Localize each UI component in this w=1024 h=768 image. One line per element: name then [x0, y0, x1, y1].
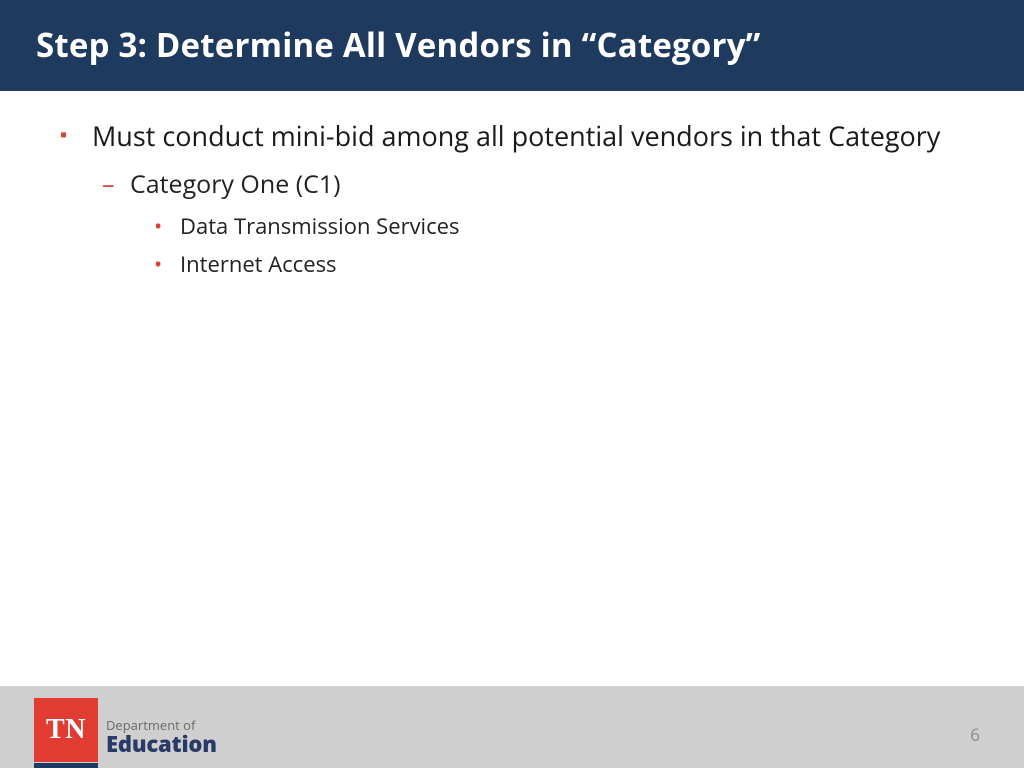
bullet-level3-item: Data Transmission Services	[154, 211, 964, 243]
bullet-level3-item: Internet Access	[154, 249, 964, 281]
tn-logo-underline	[34, 763, 98, 768]
bullet-text: Internet Access	[180, 249, 337, 279]
bullet-list-level2: Category One (C1) Data Transmission Serv…	[102, 168, 964, 282]
bullet-text: Must conduct mini-bid among all potentia…	[92, 117, 940, 154]
footer-bar: TN Department of Education 6	[0, 686, 1024, 768]
department-label: Department of Education	[106, 719, 217, 756]
title-bar: Step 3: Determine All Vendors in “Catego…	[0, 0, 1024, 91]
bullet-list-level1: Must conduct mini-bid among all potentia…	[60, 119, 964, 281]
bullet-text: Category One (C1)	[130, 167, 341, 201]
bullet-level2-item: Category One (C1) Data Transmission Serv…	[102, 168, 964, 282]
slide-title: Step 3: Determine All Vendors in “Catego…	[36, 22, 988, 67]
slide: Step 3: Determine All Vendors in “Catego…	[0, 0, 1024, 768]
tn-logo: TN	[34, 698, 98, 762]
slide-content: Must conduct mini-bid among all potentia…	[0, 91, 1024, 281]
department-big-text: Education	[106, 733, 217, 756]
bullet-text: Data Transmission Services	[180, 211, 460, 241]
page-number: 6	[970, 723, 980, 746]
bullet-list-level3: Data Transmission Services Internet Acce…	[154, 211, 964, 281]
tn-logo-text: TN	[46, 714, 86, 746]
bullet-level1-item: Must conduct mini-bid among all potentia…	[60, 119, 964, 281]
